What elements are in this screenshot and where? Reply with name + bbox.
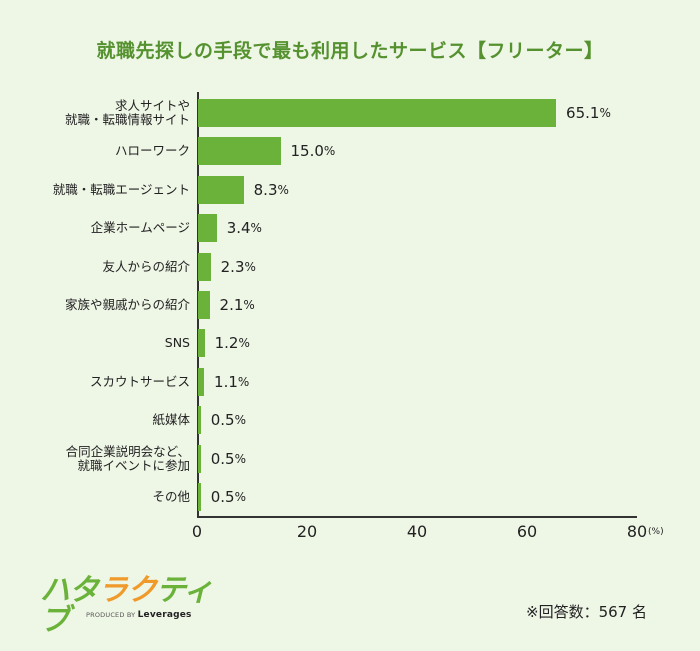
category-label: 合同企業説明会など、 就職イベントに参加 xyxy=(65,443,190,473)
bar-chart: 求人サイトや 就職・転職情報サイト 65.1% ハローワーク 15.0% 就職・転職エー… xyxy=(0,92,700,541)
hataractive-logo: ハタラクティブ PRODUCED BY Leverages xyxy=(40,576,230,636)
bar xyxy=(198,406,201,435)
bar-row: その他 0.5% xyxy=(0,483,700,511)
bar xyxy=(198,291,210,319)
x-tick-label: 40 xyxy=(406,522,428,541)
category-label: 就職・転職エージェント xyxy=(52,181,190,197)
value-label: 2.1% xyxy=(219,296,255,314)
bar xyxy=(198,214,217,243)
bar-row: スカウトサービス 1.1% xyxy=(0,367,700,396)
value-label: 8.3% xyxy=(253,180,289,199)
x-tick-label: 0 xyxy=(191,522,203,541)
chart-title: 就職先探しの手段で最も利用したサービス【フリーター】 xyxy=(96,40,604,62)
bar-row: 企業ホームページ 3.4% xyxy=(0,214,700,243)
bar xyxy=(198,367,205,396)
produced-by-leverages: PRODUCED BY Leverages xyxy=(86,610,192,620)
x-tick-label: 20 xyxy=(296,522,318,541)
value-label: 1.1% xyxy=(214,372,250,391)
category-label: スカウトサービス xyxy=(89,373,190,389)
bar xyxy=(198,329,205,358)
value-label: 3.4% xyxy=(226,219,262,238)
bar xyxy=(198,137,281,166)
logo-wordmark: ハタラクティブ xyxy=(40,573,213,638)
category-label: 紙媒体 xyxy=(152,412,190,428)
bar-row: 求人サイトや 就職・転職情報サイト 65.1% xyxy=(0,99,700,127)
value-label: 0.5% xyxy=(210,411,247,430)
respondent-count: ※回答数：567 名 xyxy=(526,603,647,621)
value-label: 0.5% xyxy=(210,488,247,506)
x-axis-line xyxy=(197,516,637,518)
value-label: 2.3% xyxy=(220,257,256,276)
bar xyxy=(198,99,557,127)
category-label: 企業ホームページ xyxy=(90,220,190,236)
category-label: 友人からの紹介 xyxy=(102,258,190,274)
category-label: 家族や親戚からの紹介 xyxy=(64,297,190,312)
bar xyxy=(198,483,201,511)
value-label: 65.1% xyxy=(566,104,611,122)
category-label: 求人サイトや 就職・転職情報サイト xyxy=(64,98,190,127)
y-axis-line xyxy=(197,92,199,517)
category-label: ハローワーク xyxy=(114,143,190,159)
category-label: SNS xyxy=(164,335,190,351)
bar xyxy=(198,444,201,473)
bar-row: 家族や親戚からの紹介 2.1% xyxy=(0,291,700,319)
bar-row: 就職・転職エージェント 8.3% xyxy=(0,175,700,204)
category-label: その他 xyxy=(152,489,190,504)
bar xyxy=(198,252,211,281)
bar-row: SNS 1.2% xyxy=(0,329,700,358)
bar-row: 紙媒体 0.5% xyxy=(0,406,700,435)
x-axis-unit: (%) xyxy=(648,527,664,537)
x-tick-label: 60 xyxy=(516,522,538,541)
bar-row: ハローワーク 15.0% xyxy=(0,137,700,166)
bar-row: 友人からの紹介 2.3% xyxy=(0,252,700,281)
value-label: 15.0% xyxy=(290,142,336,161)
bar-row: 合同企業説明会など、 就職イベントに参加 0.5% xyxy=(0,443,700,473)
value-label: 0.5% xyxy=(210,449,247,468)
bar xyxy=(198,175,244,204)
x-tick-label: 80 xyxy=(626,522,648,541)
value-label: 1.2% xyxy=(214,334,250,353)
